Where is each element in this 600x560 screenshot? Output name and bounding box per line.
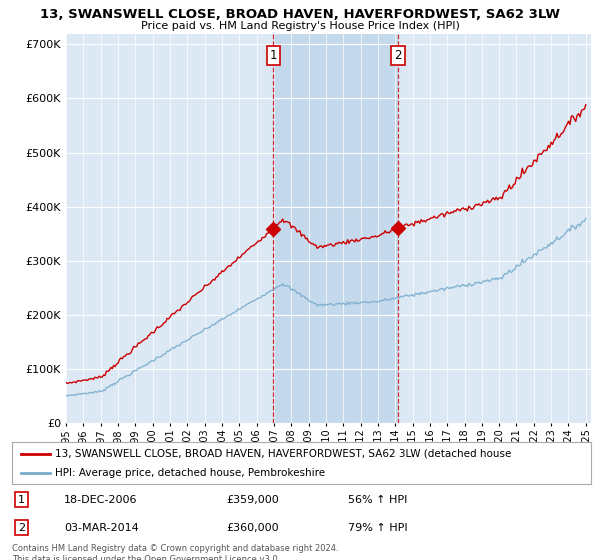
Text: 79% ↑ HPI: 79% ↑ HPI	[348, 522, 407, 533]
Text: 13, SWANSWELL CLOSE, BROAD HAVEN, HAVERFORDWEST, SA62 3LW (detached house: 13, SWANSWELL CLOSE, BROAD HAVEN, HAVERF…	[55, 449, 512, 459]
Text: 1: 1	[269, 49, 277, 62]
Text: £360,000: £360,000	[226, 522, 279, 533]
Text: 2: 2	[394, 49, 402, 62]
Text: Price paid vs. HM Land Registry's House Price Index (HPI): Price paid vs. HM Land Registry's House …	[140, 21, 460, 31]
Text: £359,000: £359,000	[226, 494, 279, 505]
Text: HPI: Average price, detached house, Pembrokeshire: HPI: Average price, detached house, Pemb…	[55, 468, 326, 478]
Text: 18-DEC-2006: 18-DEC-2006	[64, 494, 137, 505]
Text: Contains HM Land Registry data © Crown copyright and database right 2024.
This d: Contains HM Land Registry data © Crown c…	[12, 544, 338, 560]
Text: 13, SWANSWELL CLOSE, BROAD HAVEN, HAVERFORDWEST, SA62 3LW: 13, SWANSWELL CLOSE, BROAD HAVEN, HAVERF…	[40, 8, 560, 21]
Text: 1: 1	[18, 494, 25, 505]
Bar	[273, 34, 398, 423]
Text: 56% ↑ HPI: 56% ↑ HPI	[348, 494, 407, 505]
Text: 2: 2	[18, 522, 25, 533]
Text: 03-MAR-2014: 03-MAR-2014	[64, 522, 139, 533]
